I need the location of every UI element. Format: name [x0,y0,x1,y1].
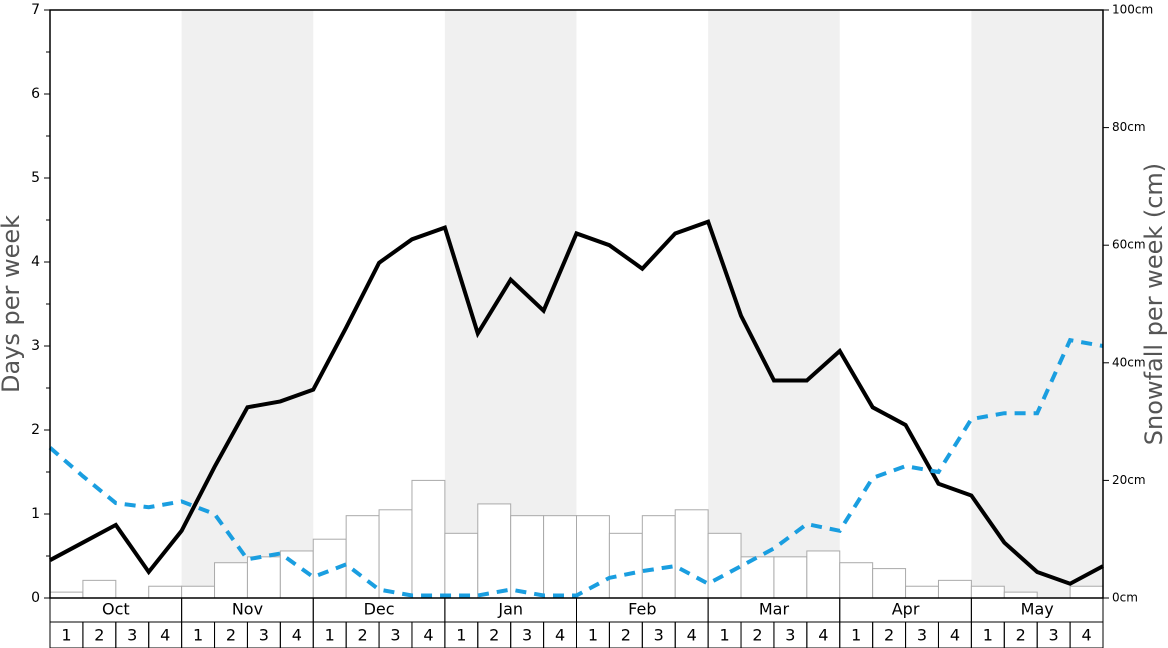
week-label: 2 [621,626,631,645]
y-axis-title: Days per week [0,215,25,393]
month-label: Mar [759,600,790,619]
y-tick-label: 0 [31,590,40,606]
week-label: 1 [983,626,993,645]
snowfall-bar [839,562,874,599]
week-label: 4 [1081,626,1091,645]
month-label: Apr [892,600,920,619]
week-label: 4 [687,626,697,645]
snowfall-bar [214,562,248,599]
snowfall-bar [477,503,512,599]
week-label: 4 [818,626,828,645]
snowfall-bar [872,568,907,599]
week-label: 4 [555,626,565,645]
y2-tick-label: 0cm [1112,591,1138,605]
week-label: 3 [917,626,927,645]
snowfall-bar [49,591,84,599]
trend-line [49,219,1104,586]
week-label: 4 [950,626,960,645]
month-label: Nov [232,600,263,619]
week-label: 1 [719,626,729,645]
week-cell [1069,621,1104,648]
snowfall-bar [543,515,577,599]
month-band [708,10,840,598]
week-label: 1 [588,626,598,645]
month-band [181,10,314,598]
week-label: 1 [61,626,71,645]
month-label: Dec [364,600,395,619]
week-label: 3 [390,626,400,645]
snowfall-bar [444,532,479,599]
week-label: 2 [1016,626,1026,645]
y-tick-label: 4 [31,254,40,270]
snowfall-bar [148,585,183,599]
month-label: Jan [497,600,523,619]
snowfall-bar [806,550,841,599]
week-label: 3 [127,626,137,645]
month-label: May [1021,600,1054,619]
snowfall-bar [576,515,610,599]
snowfall-bar [1069,585,1104,599]
month-label: Oct [102,600,130,619]
y-tick-label: 6 [31,86,40,102]
week-label: 2 [226,626,236,645]
snowfall-bar [674,509,709,599]
snowfall-bar [1003,591,1038,599]
snowfall-bar [773,556,808,599]
snowfall-bar [378,509,413,599]
y-tick-label: 5 [31,170,40,186]
week-label: 3 [522,626,532,645]
snowfall-bar [937,579,972,599]
week-label: 4 [160,626,170,645]
y2-tick-label: 80cm [1112,120,1146,134]
week-label: 2 [752,626,762,645]
snowfall-bar [312,538,347,599]
y2-tick-label: 40cm [1112,355,1146,369]
week-label: 1 [456,626,466,645]
week-label: 3 [654,626,664,645]
week-label: 1 [325,626,335,645]
y2-tick-label: 100cm [1112,3,1153,17]
trend-line [48,337,1104,598]
snowfall-bar [411,479,446,599]
week-label: 3 [1049,626,1059,645]
week-label: 2 [94,626,104,645]
week-label: 3 [785,626,795,645]
week-label: 2 [884,626,894,645]
y-tick-label: 2 [31,422,40,438]
week-label: 1 [193,626,203,645]
month-band [971,10,1103,598]
snowfall-bar [82,579,117,599]
week-label: 4 [292,626,302,645]
snowfall-bar [246,556,281,599]
y2-tick-label: 20cm [1112,473,1146,487]
week-label: 1 [851,626,861,645]
month-label: Feb [628,600,656,619]
week-label: 2 [358,626,368,645]
y-tick-label: 1 [31,506,40,522]
week-label: 3 [259,626,269,645]
y2-tick-label: 60cm [1112,238,1146,252]
y-tick-label: 3 [31,338,40,354]
snowfall-bar [608,532,643,599]
snowfall-bar [740,556,775,599]
snowfall-bar [641,515,676,599]
snowfall-bar [510,515,545,599]
snowfall-bar [707,532,742,599]
snowfall-bar [905,585,939,599]
y-tick-label: 7 [31,2,40,18]
week-label: 4 [423,626,433,645]
week-label: 2 [489,626,499,645]
snowfall-bar [970,585,1005,599]
y2-axis-title: Snowfall per week (cm) [1140,163,1168,445]
snowfall-bar [181,585,216,599]
